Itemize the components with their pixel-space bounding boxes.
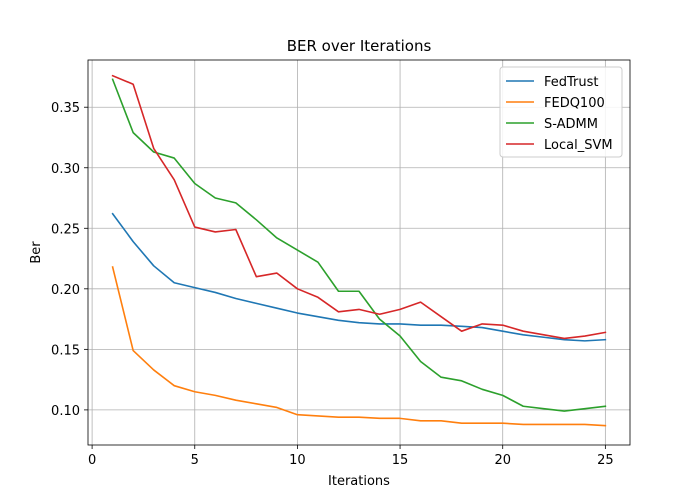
series-line-local-svm	[111, 74, 607, 340]
x-tick-label: 0	[88, 453, 96, 468]
legend-label-local-svm: Local_SVM	[544, 138, 613, 153]
series-line-s-admm	[111, 78, 607, 412]
y-tick-label: 0.25	[51, 222, 80, 237]
y-tick-label: 0.10	[51, 404, 80, 419]
legend-label-fedq100: FEDQ100	[544, 96, 605, 111]
y-tick-label: 0.15	[51, 343, 80, 358]
y-tick-label: 0.30	[51, 162, 80, 177]
legend-box	[499, 66, 623, 158]
y-tick-label: 0.20	[51, 283, 80, 298]
x-axis-label: Iterations	[328, 474, 390, 489]
legend-label-fedtrust: FedTrust	[544, 75, 599, 90]
series-group	[111, 74, 607, 427]
grid-lines	[88, 60, 630, 445]
y-tick-label: 0.35	[51, 101, 80, 116]
series-line-fedtrust	[111, 212, 607, 342]
x-tick-label: 25	[597, 453, 614, 468]
x-tick-label: 10	[289, 453, 306, 468]
plot-frame	[87, 59, 631, 446]
chart-title: BER over Iterations	[287, 37, 432, 55]
series-line-fedq100	[111, 266, 607, 427]
axis-ticks: 0 5 10 15 20 25 0.10 0.15 0.20 0.25 0.30 0.35	[51, 101, 614, 468]
legend-label-s-admm: S-ADMM	[544, 117, 598, 132]
x-tick-label: 15	[392, 453, 409, 468]
x-tick-label: 5	[191, 453, 199, 468]
x-tick-label: 20	[494, 453, 511, 468]
legend: FedTrust FEDQ100 S-ADMM Local_SVM	[499, 66, 623, 158]
y-axis-label: Ber	[29, 241, 44, 264]
